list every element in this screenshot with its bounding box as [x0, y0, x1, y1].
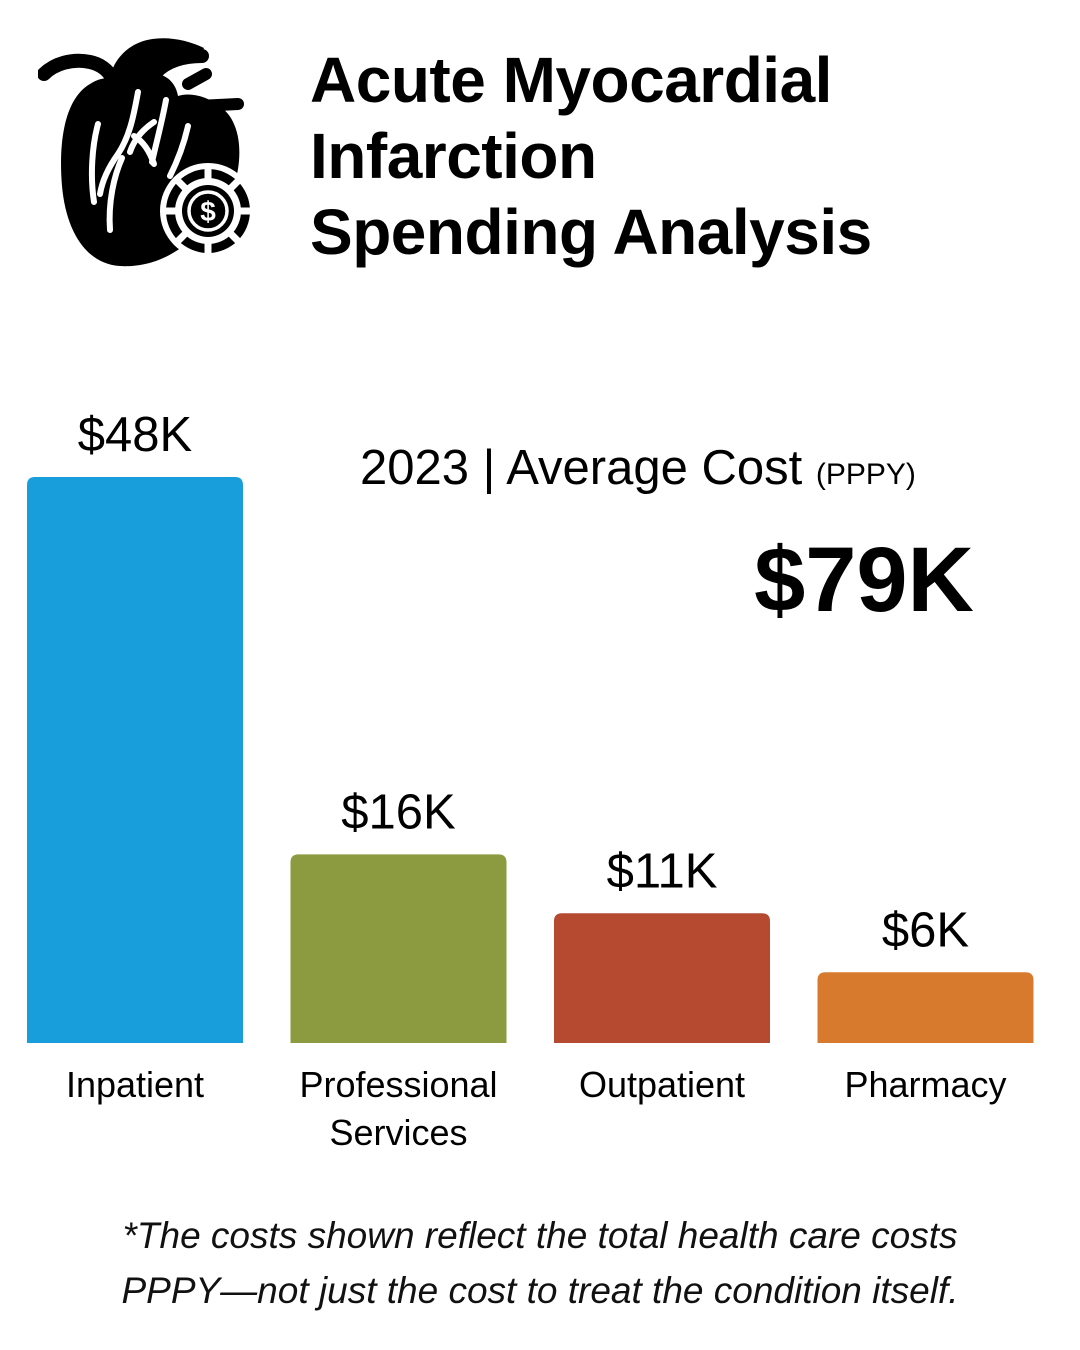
svg-text:$: $ — [200, 196, 216, 227]
value-label-outpatient: $11K — [607, 844, 718, 898]
title-line-1: Acute Myocardial — [310, 44, 832, 116]
footnote-line-1: *The costs shown reflect the total healt… — [122, 1215, 958, 1256]
category-label-inpatient: Inpatient — [66, 1064, 204, 1105]
bar-pharmacy — [817, 972, 1034, 1043]
pppy-suffix: (PPPY) — [815, 458, 916, 491]
bar-professional-services — [290, 854, 507, 1043]
total-average-cost: $79K — [754, 529, 974, 631]
page-title: Acute Myocardial Infarction Spending Ana… — [310, 42, 872, 270]
bar-inpatient — [27, 477, 243, 1043]
value-label-inpatient: $48K — [78, 408, 193, 462]
title-line-3: Spending Analysis — [310, 196, 872, 268]
category-label-pharmacy: Pharmacy — [844, 1064, 1006, 1105]
value-label-professional-services: $16K — [341, 785, 456, 839]
category-label-professional-services-line-1: Professional — [299, 1064, 497, 1105]
bar-outpatient — [554, 913, 770, 1043]
category-label-professional-services-line-2: Services — [329, 1112, 467, 1153]
category-label-outpatient: Outpatient — [579, 1064, 745, 1105]
heart-with-dollar-coin-icon: $ — [38, 38, 256, 267]
footnote-line-2: PPPY—not just the cost to treat the cond… — [121, 1270, 959, 1311]
value-label-pharmacy: $6K — [882, 903, 970, 957]
average-cost-label-text: 2023 | Average Cost — [360, 441, 803, 495]
footnote: *The costs shown reflect the total healt… — [0, 1208, 1080, 1318]
average-cost-label: 2023 | Average Cost (PPPY) — [360, 438, 1000, 505]
spending-bar-chart: $48K Inpatient $16K Professional Services $11… — [27, 408, 1034, 1153]
title-line-2: Infarction — [310, 120, 597, 192]
